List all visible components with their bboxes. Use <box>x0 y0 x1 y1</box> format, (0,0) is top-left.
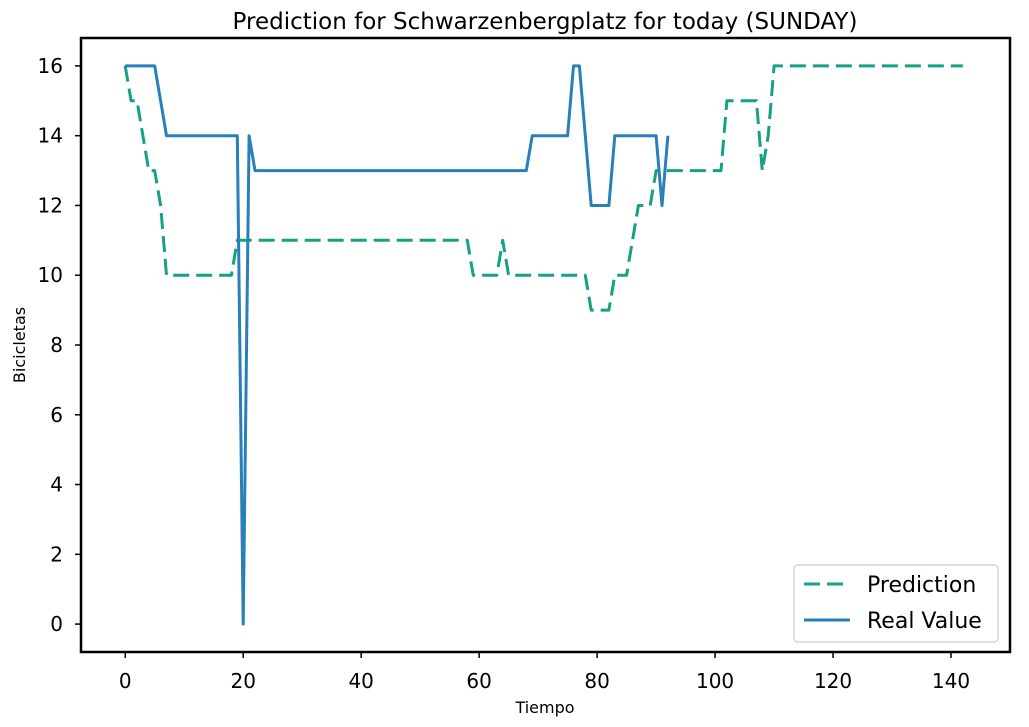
x-axis-title: Tiempo <box>514 698 574 717</box>
x-tick-label: 120 <box>814 669 852 693</box>
y-tick-label: 4 <box>50 473 63 497</box>
x-tick-label: 100 <box>696 669 734 693</box>
legend-label-real-value: Real Value <box>867 609 982 634</box>
y-tick-label: 2 <box>50 542 63 566</box>
series-line-real-value <box>125 64 670 626</box>
x-tick-label: 140 <box>932 669 970 693</box>
y-tick-label: 16 <box>38 54 63 78</box>
y-tick-label: 0 <box>50 612 63 636</box>
y-tick-label: 14 <box>38 124 63 148</box>
legend: Prediction Real Value <box>793 564 999 643</box>
axis-ticks: 0 20 40 60 80 100 120 140 0 2 4 6 8 10 12 14 16 <box>38 54 971 693</box>
chart-title: Prediction for Schwarzenbergplatz for to… <box>233 9 858 35</box>
y-tick-label: 12 <box>38 193 63 217</box>
y-tick-label: 10 <box>38 263 63 287</box>
y-tick-label: 6 <box>50 403 63 427</box>
legend-label-prediction: Prediction <box>867 573 976 598</box>
y-axis-title: Bicicletas <box>10 307 29 383</box>
x-tick-label: 60 <box>466 669 491 693</box>
plot-frame <box>79 36 1012 654</box>
x-tick-label: 40 <box>348 669 373 693</box>
x-tick-label: 80 <box>584 669 609 693</box>
legend-box <box>793 564 999 643</box>
x-tick-label: 0 <box>119 669 132 693</box>
y-tick-label: 8 <box>50 333 63 357</box>
x-tick-label: 20 <box>230 669 255 693</box>
series-lines <box>123 64 963 626</box>
series-line-prediction <box>123 64 963 312</box>
